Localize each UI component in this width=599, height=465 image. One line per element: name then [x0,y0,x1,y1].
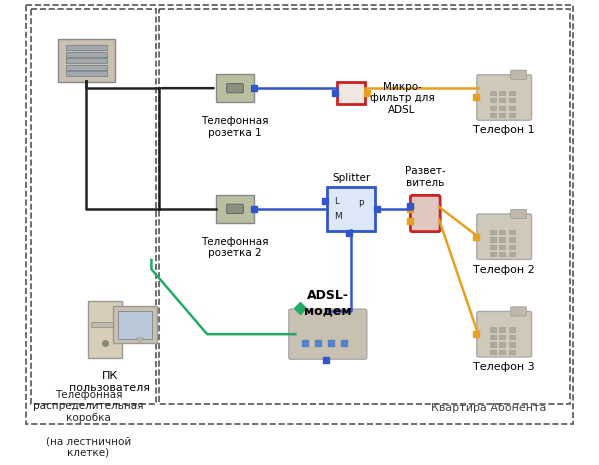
FancyBboxPatch shape [490,237,496,242]
FancyBboxPatch shape [289,309,367,359]
FancyBboxPatch shape [509,91,515,95]
FancyBboxPatch shape [499,252,506,257]
FancyBboxPatch shape [226,84,243,93]
FancyBboxPatch shape [490,245,496,249]
FancyBboxPatch shape [509,335,515,339]
FancyBboxPatch shape [88,301,122,359]
FancyBboxPatch shape [477,75,531,120]
FancyBboxPatch shape [509,350,515,354]
FancyBboxPatch shape [499,230,506,234]
FancyBboxPatch shape [490,342,496,346]
Text: M: M [334,212,342,221]
FancyBboxPatch shape [58,39,115,82]
FancyBboxPatch shape [216,195,253,223]
FancyBboxPatch shape [499,350,506,354]
Polygon shape [137,338,144,343]
FancyBboxPatch shape [216,74,253,102]
FancyBboxPatch shape [490,335,496,339]
FancyBboxPatch shape [499,91,506,95]
FancyBboxPatch shape [490,252,496,257]
FancyBboxPatch shape [509,237,515,242]
FancyBboxPatch shape [499,98,506,102]
FancyBboxPatch shape [499,106,506,110]
Text: L: L [334,197,339,206]
FancyBboxPatch shape [509,98,515,102]
FancyBboxPatch shape [113,306,156,344]
Text: Телефонная
розетка 2: Телефонная розетка 2 [201,237,269,259]
FancyBboxPatch shape [490,350,496,354]
FancyBboxPatch shape [509,106,515,110]
FancyBboxPatch shape [410,195,440,232]
FancyBboxPatch shape [477,312,531,357]
FancyBboxPatch shape [490,113,496,117]
FancyBboxPatch shape [226,204,243,213]
Text: Splitter: Splitter [332,173,370,183]
FancyBboxPatch shape [511,209,527,219]
FancyBboxPatch shape [509,252,515,257]
FancyBboxPatch shape [490,230,496,234]
FancyBboxPatch shape [490,327,496,332]
FancyBboxPatch shape [66,65,107,70]
Text: Телефон 1: Телефон 1 [473,126,535,135]
FancyBboxPatch shape [337,82,365,104]
FancyBboxPatch shape [499,237,506,242]
FancyBboxPatch shape [117,311,152,339]
Text: Телефон 3: Телефон 3 [473,362,535,372]
Text: P: P [358,200,364,209]
Text: Развет-
витель: Развет- витель [405,166,446,187]
FancyBboxPatch shape [490,106,496,110]
FancyBboxPatch shape [66,72,107,76]
FancyBboxPatch shape [66,59,107,63]
FancyBboxPatch shape [499,335,506,339]
FancyBboxPatch shape [499,113,506,117]
FancyBboxPatch shape [499,327,506,332]
FancyBboxPatch shape [477,214,531,259]
Text: Телефонная
розетка 1: Телефонная розетка 1 [201,116,269,138]
Text: ПК
пользователя: ПК пользователя [69,372,150,393]
Text: Телефонная
распределительная
коробка

(на лестничной
клетке): Телефонная распределительная коробка (на… [33,390,144,458]
FancyBboxPatch shape [511,70,527,80]
FancyBboxPatch shape [490,98,496,102]
FancyBboxPatch shape [499,342,506,346]
FancyBboxPatch shape [327,187,375,231]
Text: Телефон 2: Телефон 2 [473,265,535,274]
FancyBboxPatch shape [511,307,527,316]
FancyBboxPatch shape [90,322,119,327]
FancyBboxPatch shape [509,245,515,249]
FancyBboxPatch shape [509,342,515,346]
FancyBboxPatch shape [509,113,515,117]
Text: ADSL-
модем: ADSL- модем [304,290,352,318]
Text: Квартира Абонента: Квартира Абонента [431,403,546,413]
FancyBboxPatch shape [509,230,515,234]
Text: Микро-
фильтр для
ADSL: Микро- фильтр для ADSL [370,82,434,115]
FancyBboxPatch shape [490,91,496,95]
FancyBboxPatch shape [66,46,107,50]
FancyBboxPatch shape [66,52,107,57]
FancyBboxPatch shape [509,327,515,332]
FancyBboxPatch shape [499,245,506,249]
